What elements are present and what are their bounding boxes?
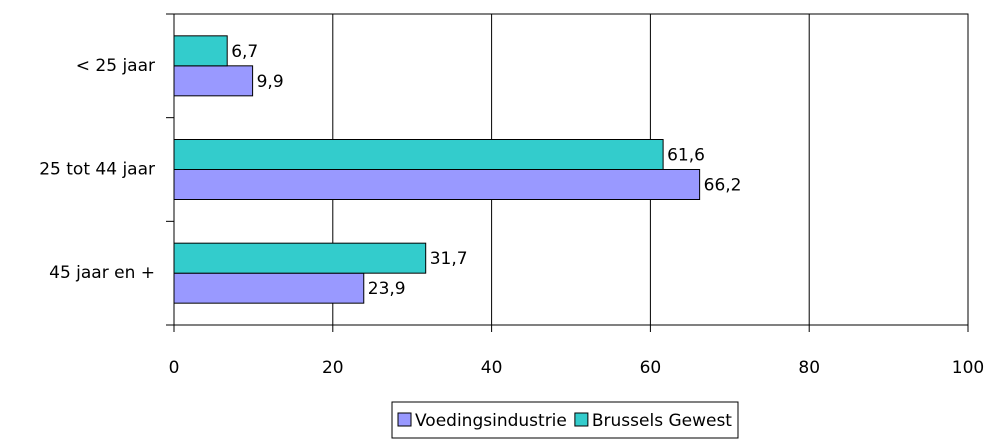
x-tick-label: 0 (169, 358, 180, 378)
value-label: 9,9 (257, 72, 284, 92)
x-tick-label: 80 (798, 358, 820, 378)
y-tick-label: 45 jaar en + (49, 263, 155, 283)
y-tick-label: 25 tot 44 jaar (39, 160, 155, 180)
x-tick-label: 100 (952, 358, 984, 378)
legend (391, 401, 739, 439)
value-label: 66,2 (704, 176, 742, 196)
bar (173, 139, 664, 170)
bar (173, 65, 254, 97)
legend-swatch (397, 412, 412, 427)
bar (173, 35, 228, 67)
bar (173, 242, 427, 274)
value-label: 23,9 (368, 279, 406, 299)
value-label: 6,7 (231, 42, 258, 62)
x-tick-label: 60 (640, 358, 662, 378)
value-label: 31,7 (430, 249, 468, 269)
x-tick-label: 40 (481, 358, 503, 378)
bar (173, 169, 701, 200)
value-label: 61,6 (667, 146, 705, 166)
legend-swatch (574, 412, 589, 427)
y-tick-label: < 25 jaar (76, 56, 155, 76)
legend-label: Voedingsindustrie (415, 411, 567, 431)
bar (173, 272, 365, 304)
x-tick-label: 20 (322, 358, 344, 378)
legend-label: Brussels Gewest (592, 411, 732, 431)
